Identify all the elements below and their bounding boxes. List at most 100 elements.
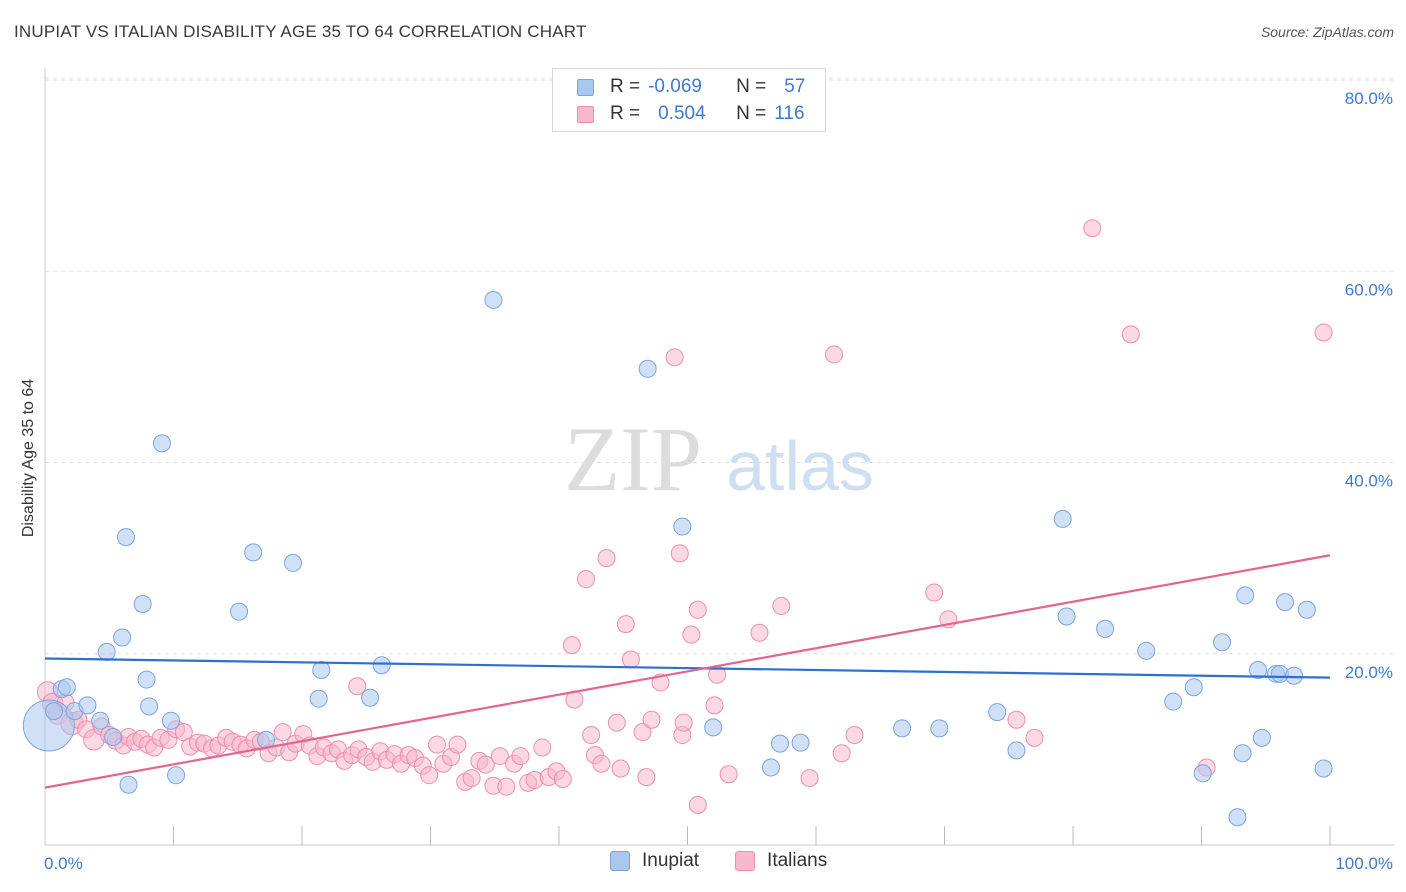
inupiat-trend-line (44, 657, 1331, 679)
italians-point (670, 544, 689, 563)
italians-point (1314, 323, 1333, 342)
inupiat-point (1096, 619, 1115, 638)
inupiat-point (791, 733, 810, 752)
inupiat-point (244, 543, 263, 562)
inupiat-point (1252, 728, 1271, 747)
legend-r-value: 0.504 (658, 103, 706, 124)
italians-point (476, 755, 495, 774)
italians-point (750, 623, 769, 642)
italians-point (592, 754, 611, 773)
italians-point (642, 710, 661, 729)
inupiat-point (361, 688, 380, 707)
italians-point (607, 713, 626, 732)
inupiat-point (1057, 607, 1076, 626)
italians-point (497, 777, 516, 796)
italians-point (688, 795, 707, 814)
x-tick-label: 100.0% (1335, 854, 1393, 873)
legend-n-value: 116 (774, 103, 805, 124)
inupiat-point (167, 766, 186, 785)
watermark-zip: ZIP (564, 408, 702, 510)
inupiat-point (1297, 600, 1316, 619)
inupiat-point (372, 656, 391, 675)
italians-point (448, 735, 467, 754)
y-tick-label: 40.0% (1345, 472, 1393, 491)
italians-point (800, 769, 819, 788)
italians-trend-line (44, 554, 1331, 789)
inupiat-point (1164, 692, 1183, 711)
y-tick-label: 80.0% (1345, 89, 1393, 108)
italians-point (688, 600, 707, 619)
inupiat-point (44, 702, 63, 721)
inupiat-point (57, 678, 76, 697)
legend-r-label: R = (610, 76, 641, 97)
inupiat-point (673, 517, 692, 536)
italians-point (420, 766, 439, 785)
inupiat-point (1053, 509, 1072, 528)
italians-point (633, 723, 652, 742)
watermark-atlas: atlas (726, 427, 874, 505)
watermark: ZIP atlas (564, 408, 874, 510)
inupiat-point (119, 775, 138, 794)
gridlines (45, 77, 1395, 655)
italians-point (582, 726, 601, 745)
italians-point (562, 636, 581, 655)
inupiat-point (161, 711, 180, 730)
axes (44, 68, 1395, 846)
inupiat-point (930, 719, 949, 738)
legend-r-value: -0.069 (648, 76, 702, 97)
legend-item-italians[interactable]: Italians (735, 850, 827, 872)
inupiat-point (704, 718, 723, 737)
italians-point (1007, 710, 1026, 729)
inupiat-point (1184, 678, 1203, 697)
italians-point (665, 348, 684, 367)
italians-point (637, 768, 656, 787)
inupiat-point (1137, 641, 1156, 660)
italians-point (925, 583, 944, 602)
legend-row-inupiat: R = -0.069 N = 57 (577, 74, 805, 100)
y-tick-label: 60.0% (1345, 280, 1393, 299)
italians-point (682, 625, 701, 644)
axis-labels: 20.0% 40.0% 60.0% 80.0% 0.0% 100.0% Disability… (20, 89, 1393, 873)
trend-lines (44, 554, 1331, 789)
legend-row-italians: R = 0.504 N = 116 (577, 101, 805, 127)
legend-item-inupiat[interactable]: Inupiat (610, 850, 699, 872)
inupiat-points (22, 290, 1333, 827)
inupiat-point (230, 602, 249, 621)
legend-r-label: R = (610, 103, 641, 124)
inupiat-point (762, 758, 781, 777)
inupiat-point (1228, 808, 1247, 827)
italians-point (576, 570, 595, 589)
italians-point (772, 596, 791, 615)
inupiat-point (91, 711, 110, 730)
x-tick-label: 0.0% (44, 854, 83, 873)
inupiat-point (1233, 744, 1252, 763)
inupiat-point (1007, 741, 1026, 760)
source-label: Source: ZipAtlas.com (1260, 24, 1394, 40)
italians-point (832, 744, 851, 763)
inupiat-label: Inupiat (642, 850, 700, 871)
inupiat-point (133, 595, 152, 614)
inupiat-point (1193, 764, 1212, 783)
italians-points (36, 219, 1333, 814)
series-legend: Inupiat Italians (610, 850, 863, 872)
italians-point (1121, 325, 1140, 344)
legend-n-label: N = (736, 76, 767, 97)
italians-swatch (735, 851, 756, 871)
inupiat-point (113, 628, 132, 647)
italians-point (674, 713, 693, 732)
italians-point (553, 770, 572, 789)
inupiat-point (1213, 633, 1232, 652)
italians-point (427, 735, 446, 754)
inupiat-point (771, 734, 790, 753)
inupiat-swatch (610, 851, 630, 871)
italians-point (462, 769, 481, 788)
italians-point (611, 759, 630, 778)
legend-n-label: N = (736, 103, 767, 124)
italians-point (719, 765, 738, 784)
inupiat-point (152, 434, 171, 453)
inupiat-point (284, 553, 303, 572)
inupiat-point (78, 696, 97, 715)
italians-point (705, 696, 724, 715)
italians-point (273, 723, 292, 742)
